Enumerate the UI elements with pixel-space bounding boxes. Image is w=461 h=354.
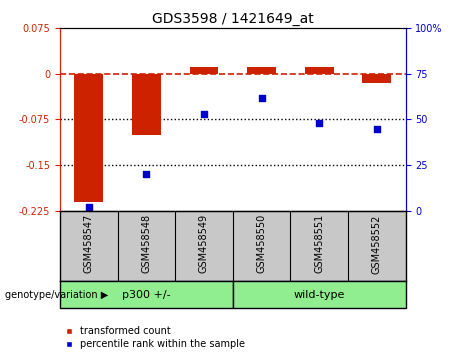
Bar	[305, 67, 334, 74]
Legend: transformed count, percentile rank within the sample: transformed count, percentile rank withi…	[65, 326, 245, 349]
Text: GSM458548: GSM458548	[142, 214, 151, 273]
Text: GSM458551: GSM458551	[314, 214, 324, 273]
Point	[258, 95, 266, 101]
Point	[200, 111, 207, 117]
Text: genotype/variation ▶: genotype/variation ▶	[5, 290, 108, 300]
Text: GSM458547: GSM458547	[84, 214, 94, 273]
Point	[373, 126, 381, 131]
Bar	[60, 281, 233, 308]
Point	[85, 204, 92, 210]
Bar	[362, 74, 391, 83]
Bar	[132, 74, 161, 135]
Point	[315, 120, 323, 126]
Bar	[247, 67, 276, 74]
Bar	[189, 67, 219, 74]
Text: wild-type: wild-type	[294, 290, 345, 300]
Text: GSM458552: GSM458552	[372, 214, 382, 274]
Text: GSM458549: GSM458549	[199, 214, 209, 273]
Bar	[233, 281, 406, 308]
Text: GSM458550: GSM458550	[257, 214, 266, 273]
Title: GDS3598 / 1421649_at: GDS3598 / 1421649_at	[152, 12, 313, 26]
Bar	[74, 74, 103, 201]
Point	[142, 171, 150, 177]
Text: p300 +/-: p300 +/-	[122, 290, 171, 300]
